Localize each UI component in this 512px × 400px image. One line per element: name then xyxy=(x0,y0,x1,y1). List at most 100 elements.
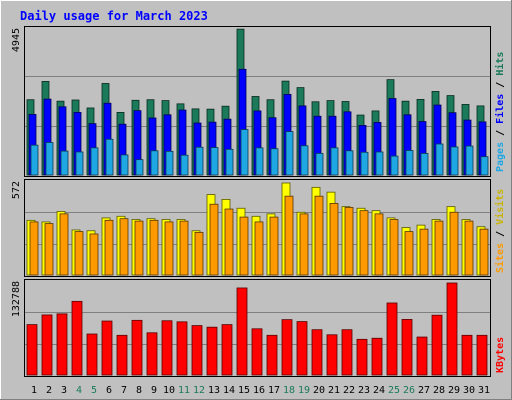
y-axis-legends: Pages / Files / Hits Sites / Visits KBytes xyxy=(494,52,506,373)
pages-bar xyxy=(240,129,249,176)
pages-bar xyxy=(120,154,129,176)
sites-bar xyxy=(89,233,99,276)
sites-bar xyxy=(104,219,114,276)
day-label: 31 xyxy=(478,385,490,396)
kbytes-bar xyxy=(251,328,263,376)
sites-bar xyxy=(419,228,429,276)
kbytes-bar xyxy=(341,329,353,376)
sites-bar xyxy=(194,231,204,276)
pages-bar xyxy=(195,146,204,176)
sites-bar xyxy=(404,231,414,276)
day-label: 30 xyxy=(463,385,475,396)
sites-bar xyxy=(449,211,459,276)
sites-bar xyxy=(164,221,174,276)
day-label: 1 xyxy=(31,385,37,396)
sites-bar xyxy=(284,195,294,276)
day-label: 19 xyxy=(298,385,310,396)
pages-bar xyxy=(345,150,354,176)
kbytes-bar xyxy=(416,336,428,376)
sites-bar xyxy=(479,228,489,276)
pages-bar xyxy=(435,143,444,176)
kbytes-bar xyxy=(236,287,248,376)
pages-bar xyxy=(45,142,54,176)
pages-bar xyxy=(30,144,39,176)
day-label: 14 xyxy=(223,385,235,396)
kbytes-bar xyxy=(266,334,278,376)
day-label: 8 xyxy=(136,385,142,396)
chart-title: Daily usage for March 2023 xyxy=(20,9,208,23)
kbytes-bar xyxy=(296,321,308,376)
kbytes-bar xyxy=(461,334,473,376)
kbytes-bar xyxy=(86,333,98,376)
day-label: 13 xyxy=(208,385,220,396)
day-label: 22 xyxy=(343,385,355,396)
sites-bar xyxy=(314,195,324,276)
kbytes-bar xyxy=(116,334,128,376)
sites-bar xyxy=(254,221,264,276)
day-label: 5 xyxy=(91,385,97,396)
pages-bar xyxy=(405,150,414,176)
day-label: 23 xyxy=(358,385,370,396)
hits-legend-label: Hits xyxy=(494,52,506,76)
visits-legend-label: Visits xyxy=(494,189,506,225)
day-label: 27 xyxy=(418,385,430,396)
day-label: 16 xyxy=(253,385,265,396)
kbytes-bar xyxy=(206,326,218,376)
pages-bar xyxy=(375,151,384,176)
kbytes-bar xyxy=(26,324,38,376)
sites-bar xyxy=(59,213,69,276)
day-label: 6 xyxy=(106,385,112,396)
day-label: 2 xyxy=(46,385,52,396)
sites-bar xyxy=(134,220,144,276)
pages-bar xyxy=(420,153,429,176)
pages-bar xyxy=(270,148,279,176)
day-label: 24 xyxy=(373,385,385,396)
kbytes-bar xyxy=(446,282,458,376)
visits-legend: Sites / Visits xyxy=(494,189,506,273)
kbytes-bar xyxy=(476,334,488,376)
pages-bar xyxy=(465,145,474,176)
day-label: 26 xyxy=(403,385,415,396)
pages-bar xyxy=(150,150,159,176)
day-label: 25 xyxy=(388,385,400,396)
pages-bar xyxy=(210,147,219,176)
day-label: 29 xyxy=(448,385,460,396)
kbytes-bar xyxy=(356,338,368,376)
pages-bar xyxy=(450,146,459,176)
kbytes-bar xyxy=(191,325,203,376)
kbytes-bar xyxy=(131,319,143,376)
pages-bar xyxy=(135,159,144,176)
day-label: 9 xyxy=(151,385,157,396)
pages-bar xyxy=(90,147,99,176)
legend-separator: / xyxy=(495,124,506,142)
kbytes-bar xyxy=(176,321,188,376)
sites-bar xyxy=(44,223,54,276)
visits-ymax-label: 572 xyxy=(11,181,22,199)
day-label: 21 xyxy=(328,385,340,396)
day-label: 3 xyxy=(61,385,67,396)
sites-bar xyxy=(29,221,39,276)
day-label: 18 xyxy=(283,385,295,396)
kbytes-bar xyxy=(71,300,83,376)
sites-bar xyxy=(374,213,384,276)
hits-ymax-label: 4945 xyxy=(11,28,22,52)
bar-layer xyxy=(26,28,489,376)
sites-bar xyxy=(239,216,249,276)
kbytes-ymax-label: 132788 xyxy=(11,281,22,317)
sites-bar xyxy=(224,208,234,276)
sites-bar xyxy=(359,210,369,276)
day-label: 7 xyxy=(121,385,127,396)
day-label: 15 xyxy=(238,385,250,396)
kbytes-bar xyxy=(401,319,413,376)
kbytes-bar xyxy=(101,320,113,376)
files-legend-label: Files xyxy=(494,94,506,124)
hits-legend: Pages / Files / Hits xyxy=(494,52,506,172)
pages-bar xyxy=(285,131,294,176)
sites-bar xyxy=(179,220,189,276)
pages-bar xyxy=(225,148,234,176)
sites-bar xyxy=(389,219,399,276)
sites-bar xyxy=(74,231,84,276)
day-label: 17 xyxy=(268,385,280,396)
pages-bar xyxy=(165,150,174,176)
